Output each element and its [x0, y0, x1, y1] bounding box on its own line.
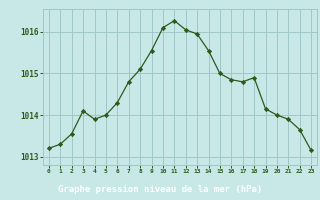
Text: Graphe pression niveau de la mer (hPa): Graphe pression niveau de la mer (hPa) [58, 185, 262, 194]
